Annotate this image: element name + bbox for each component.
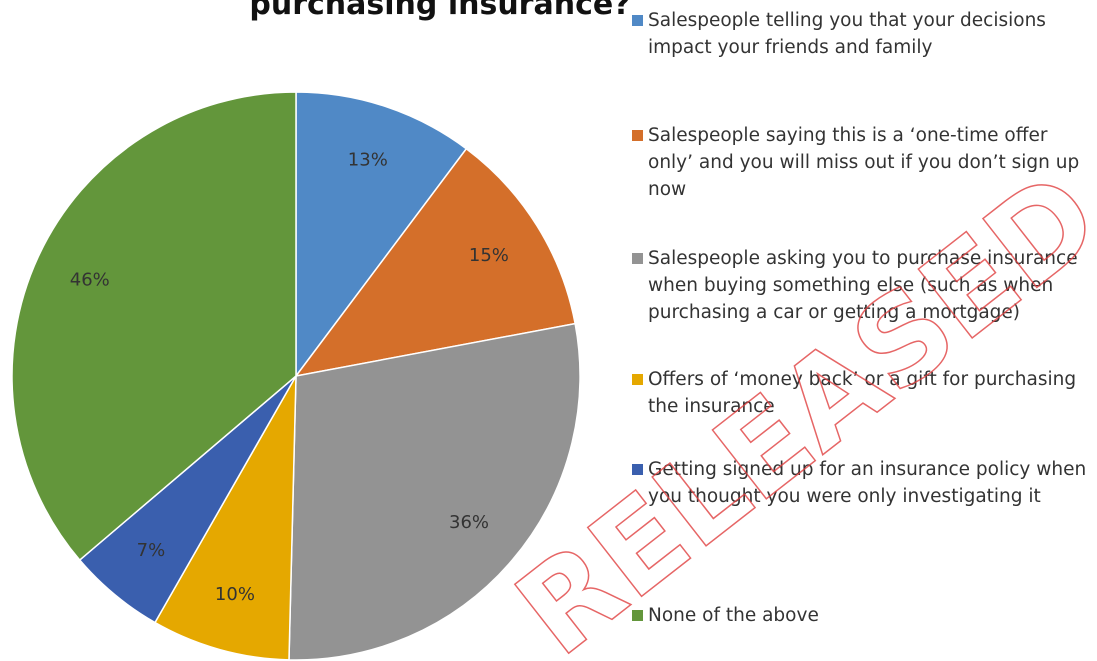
legend-entry: Offers of ‘money back’ or a gift for pur… [632,366,1087,420]
legend-label: Salespeople saying this is a ‘one-time o… [648,125,1080,200]
legend-entry: Salespeople telling you that your decisi… [632,7,1087,61]
legend-label: Salespeople telling you that your decisi… [648,10,1046,58]
pie-slice [153,375,297,661]
legend-swatch [632,253,643,264]
legend-label: None of the above [648,605,819,626]
chart-title: purchasing insurance? [249,0,630,22]
legend-label: Offers of ‘money back’ or a gift for pur… [648,369,1077,417]
legend-swatch [632,374,643,385]
legend-entry: Salespeople asking you to purchase insur… [632,245,1087,326]
legend-label: Salespeople asking you to purchase insur… [648,248,1078,323]
slice-label: 15% [469,245,509,266]
pie-slice [295,91,468,379]
legend-entry: Salespeople saying this is a ‘one-time o… [632,122,1087,203]
slice-label: 46% [70,270,110,291]
pie-slice [294,147,577,378]
legend-swatch [632,15,643,26]
legend-label: Getting signed up for an insurance polic… [648,459,1087,507]
pie-slice [11,91,297,562]
legend-swatch [632,464,643,475]
slice-label: 13% [348,149,388,170]
legend-swatch [632,610,643,621]
legend-entry: Getting signed up for an insurance polic… [632,456,1087,510]
legend-entry: None of the above [632,602,1087,629]
slice-label: 36% [449,512,489,533]
slice-label: 7% [137,540,166,561]
slice-label: 10% [215,584,255,605]
legend-swatch [632,130,643,141]
pie-slice [288,322,581,661]
